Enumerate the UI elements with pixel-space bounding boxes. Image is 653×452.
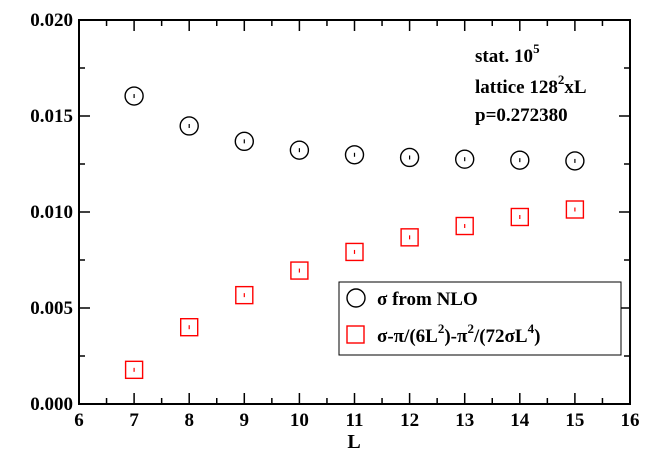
x-axis-label: L (347, 431, 360, 452)
point-nlo (234, 131, 255, 152)
x-tick-label: 9 (240, 410, 250, 431)
axis-ticks (78, 19, 631, 405)
x-tick-label: 13 (455, 410, 474, 431)
data-points (124, 86, 585, 380)
point-nlo (179, 116, 199, 136)
point-corrected (455, 216, 474, 236)
legend: σ from NLO σ-π/(6L2)-π2/(72σL4) (338, 281, 622, 356)
x-tick-label: 12 (400, 410, 419, 431)
point-corrected (400, 228, 419, 247)
x-tick-label: 16 (621, 410, 640, 431)
point-nlo (455, 149, 475, 169)
x-tick-label: 6 (74, 410, 84, 431)
point-corrected (290, 261, 309, 280)
point-corrected (179, 318, 199, 337)
point-corrected (510, 207, 529, 227)
y-tick-label: 0.015 (30, 106, 73, 127)
annotation-lattice: lattice 1282xL (475, 72, 587, 98)
y-tick-label: 0.020 (30, 10, 73, 31)
annotation-p: p=0.272380 (475, 105, 568, 126)
point-nlo (399, 147, 420, 168)
annotation-block: stat. 105 lattice 1282xL p=0.272380 (475, 41, 587, 126)
legend-marker-square (346, 325, 365, 344)
point-corrected (124, 360, 144, 380)
point-nlo (344, 145, 365, 165)
point-corrected (565, 200, 585, 219)
x-tick-label: 8 (184, 410, 194, 431)
legend-label-nlo: σ from NLO (377, 289, 478, 310)
point-nlo (124, 86, 144, 106)
point-nlo (510, 150, 530, 170)
y-tick-label: 0.005 (30, 298, 73, 319)
x-tick-label: 15 (565, 410, 584, 431)
legend-marker-circle (346, 288, 366, 308)
y-tick-label: 0.000 (30, 394, 73, 415)
x-tick-label: 14 (510, 410, 530, 431)
annotation-stat: stat. 105 (475, 41, 540, 67)
y-tick-label: 0.010 (30, 202, 73, 223)
point-corrected (345, 242, 364, 262)
x-tick-label: 11 (346, 410, 364, 431)
axis-tick-labels: 6 7 8 9 10 11 12 13 14 15 16 0.000 0.005 0.010 0.015 0.… (30, 10, 639, 431)
point-corrected (235, 285, 254, 305)
legend-box (338, 281, 622, 356)
legend-label-corrected: σ-π/(6L2)-π2/(72σL4) (377, 321, 540, 347)
x-tick-label: 10 (290, 410, 309, 431)
x-tick-label: 7 (129, 410, 139, 431)
point-nlo (289, 140, 310, 160)
point-nlo (565, 151, 585, 171)
